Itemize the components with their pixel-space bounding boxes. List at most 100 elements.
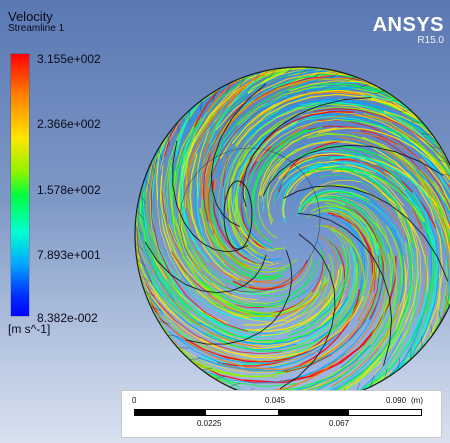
streamline: [219, 208, 282, 261]
streamline: [260, 269, 340, 337]
streamline: [137, 268, 297, 357]
casing-tick: [387, 99, 399, 103]
casing-tick: [345, 76, 356, 83]
streamline: [208, 67, 321, 144]
streamline: [324, 224, 362, 292]
streamline: [177, 224, 281, 304]
streamline: [190, 69, 308, 225]
casing-tick: [144, 178, 150, 189]
streamline: [395, 153, 450, 270]
casing-tick: [139, 193, 147, 204]
casing-tick: [139, 275, 150, 282]
streamline: [299, 248, 326, 316]
streamline: [331, 214, 376, 292]
casing-tick: [189, 358, 201, 360]
blade-outline: [279, 233, 336, 390]
streamline: [252, 126, 323, 209]
streamline: [381, 192, 429, 313]
casing-tick: [136, 259, 147, 267]
casing-tick: [136, 210, 144, 220]
streamline: [317, 237, 342, 318]
ansys-logo-name: ANSYS: [372, 14, 444, 36]
streamline: [327, 195, 387, 297]
streamline: [384, 176, 440, 380]
streamline: [185, 67, 313, 238]
streamline: [205, 281, 367, 352]
casing-tick: [144, 291, 156, 297]
streamline: [241, 162, 274, 250]
streamline: [287, 262, 359, 356]
streamline: [235, 93, 418, 147]
streamline: [232, 114, 326, 222]
streamline: [345, 187, 405, 304]
casing-tick: [225, 82, 230, 94]
scale-label-0-045: 0.045: [265, 396, 286, 405]
streamline: [181, 112, 208, 260]
casing-tick: [158, 148, 162, 160]
streamline: [168, 319, 368, 372]
scale-label-0: 0: [132, 396, 137, 405]
streamline: [135, 237, 320, 363]
streamline: [242, 160, 267, 239]
casing-tick: [135, 242, 144, 251]
streamline: [208, 146, 246, 265]
casing-tick: [177, 122, 179, 134]
streamline: [294, 177, 367, 207]
casing-tick: [214, 375, 227, 380]
casing-tick: [430, 145, 442, 150]
streamline: [276, 155, 385, 191]
hub-eye-outline: [223, 180, 253, 250]
streamline: [298, 179, 362, 210]
legend-units: [m s^-1]: [8, 322, 51, 336]
streamline: [330, 156, 432, 202]
casing-tick: [330, 71, 341, 79]
scale-bar: 0 0.045 0.090 (m) 0.0225 0.067: [121, 390, 442, 438]
streamline: [240, 145, 272, 251]
legend-tick-max: 3.155e+002: [37, 52, 101, 66]
streamline: [222, 149, 263, 266]
streamline: [367, 215, 398, 328]
streamline: [339, 155, 427, 314]
streamline: [222, 219, 298, 270]
streamline: [227, 122, 284, 250]
streamline: [211, 180, 264, 266]
casing-tick: [438, 310, 442, 322]
scale-bar-segment: [278, 410, 349, 415]
ansys-version: R15.0: [417, 35, 444, 46]
streamline: [339, 136, 450, 298]
streamline: [288, 253, 357, 349]
casing-tick: [370, 376, 375, 388]
streamline: [208, 291, 313, 318]
casing-tick: [315, 68, 325, 76]
streamline: [328, 240, 346, 316]
streamline: [179, 334, 349, 374]
streamline: [334, 161, 435, 246]
casing-tick: [158, 320, 170, 325]
streamline: [228, 256, 321, 297]
casing-tick: [373, 90, 386, 95]
casing-tick: [150, 162, 156, 174]
streamline: [230, 184, 275, 252]
legend-object: Streamline 1: [8, 23, 65, 34]
streamline: [361, 136, 450, 309]
streamline: [166, 278, 339, 342]
streamline: [372, 147, 444, 369]
streamline: [301, 169, 412, 243]
streamline: [334, 193, 407, 254]
streamline: [200, 280, 306, 308]
streamline: [243, 280, 322, 326]
streamline: [209, 223, 286, 273]
streamline: [324, 202, 375, 310]
casing-tick: [397, 358, 400, 371]
legend-variable: Velocity: [8, 9, 53, 24]
streamline: [276, 139, 418, 181]
streamline: [184, 91, 241, 268]
streamline: [370, 235, 418, 385]
casing-tick: [269, 68, 277, 79]
streamline: [305, 196, 383, 265]
streamline: [215, 85, 358, 179]
streamline: [201, 141, 254, 285]
blade-outline: [297, 212, 393, 366]
